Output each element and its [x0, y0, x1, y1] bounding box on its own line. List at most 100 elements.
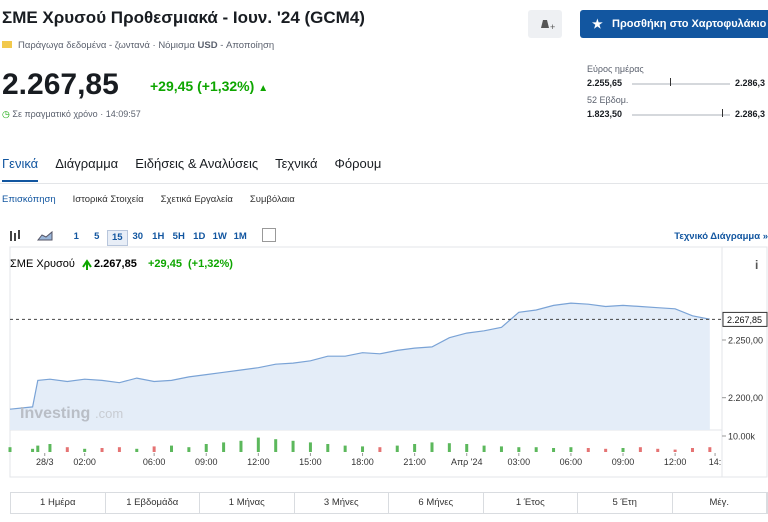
chart-frame	[9, 246, 768, 478]
volume-tick-label: 10.00k	[728, 432, 756, 442]
period-button[interactable]: 1 Μήνας	[200, 493, 295, 513]
currency-label: Νόμισμα	[158, 40, 195, 51]
range-high: 2.286,3	[735, 78, 766, 88]
technical-link[interactable]: Τεχνικό Διάγραμμα »	[674, 231, 768, 242]
interval[interactable]: 30	[132, 231, 144, 242]
period-button[interactable]: 1 Ημέρα	[11, 493, 106, 513]
volume-bar	[170, 445, 174, 452]
x-tick-label: 12:00	[664, 457, 687, 467]
range-bar	[632, 83, 730, 85]
x-tick-label: 03:00	[508, 457, 531, 467]
volume-bar	[499, 446, 503, 452]
volume-bar	[31, 448, 35, 452]
currency: USD	[197, 40, 218, 51]
volume-bar	[708, 447, 712, 452]
chart-change-pct: (+1,32%)	[188, 258, 233, 270]
volume-bar	[447, 443, 451, 452]
time: 14:09:57	[105, 109, 141, 119]
interval[interactable]: 1	[73, 231, 79, 242]
volume-bar	[256, 437, 260, 452]
subtab[interactable]: Επισκόπηση	[2, 194, 56, 205]
range-label: Εύρος ημέρας	[587, 64, 644, 74]
x-tick-label: 09:00	[612, 457, 635, 467]
volume-bar	[65, 447, 69, 452]
add-portfolio-button[interactable]: ★ Προσθήκη στο Χαρτοφυλάκιο	[580, 10, 768, 38]
info-icon[interactable]: i	[755, 258, 758, 272]
interval[interactable]: 1D	[193, 231, 206, 242]
subtab[interactable]: Σχετικά Εργαλεία	[160, 194, 233, 205]
x-tick-label: 06:00	[560, 457, 583, 467]
period-button[interactable]: 1 Έτος	[484, 493, 578, 513]
periods: 1 Ημέρα 1 Εβδομάδα 1 Μήνας 3 Μήνες 6 Μήνες 1 …	[10, 492, 768, 514]
x-tick-label: 06:00	[143, 457, 166, 467]
volume-bar	[83, 448, 87, 452]
x-tick-label: 15:00	[299, 457, 322, 467]
interval[interactable]: 1M	[233, 231, 247, 242]
range-low: 1.823,50	[587, 109, 623, 119]
tab[interactable]: Γενικά	[2, 156, 39, 182]
title: ΣΜΕ Χρυσού Προθεσμιακά - Ιουν. '24 (GCM4…	[2, 8, 365, 27]
range-label: 52 Εβδομ.	[587, 95, 629, 105]
disclaimer[interactable]: Αποποίηση	[226, 40, 275, 51]
range-marker	[722, 109, 723, 117]
chart-icons	[10, 230, 53, 241]
volume-bar	[465, 444, 469, 452]
volume-bar	[604, 448, 608, 452]
period-button[interactable]: 6 Μήνες	[389, 493, 484, 513]
volume-bar	[291, 440, 295, 452]
volume-bar	[274, 439, 278, 452]
subtab[interactable]: Συμβόλαια	[249, 194, 295, 205]
up-arrow: ▲	[258, 83, 269, 94]
change-value: +29,45 (+1,32%)	[150, 78, 255, 94]
button-label: Προσθήκη στο Χαρτοφυλάκιο	[612, 18, 767, 30]
volume-bar	[378, 447, 382, 452]
tab[interactable]: Τεχνικά	[275, 156, 318, 171]
settings-icon[interactable]	[262, 228, 276, 242]
flag-icon	[2, 41, 12, 48]
x-tick-label: 21:00	[403, 457, 426, 467]
chart-type-icons[interactable]	[8, 228, 58, 249]
volume-bar	[152, 446, 156, 452]
volume-bar	[204, 444, 208, 452]
intervals: 1 5 15 30 1H 5H 1D 1W 1M	[66, 230, 251, 246]
interval[interactable]: 15	[107, 230, 128, 246]
period-button[interactable]: 3 Μήνες	[295, 493, 389, 513]
subtitle: Παράγωγα δεδομένα - ζωντανά · Νόμισμα US…	[2, 40, 274, 51]
range-bar	[632, 114, 730, 116]
svg-text:+: +	[550, 22, 555, 32]
price-line	[9, 302, 710, 410]
volume-bar	[621, 448, 625, 452]
interval[interactable]: 5H	[172, 231, 185, 242]
chart-change: +29,45	[148, 258, 182, 270]
interval[interactable]: 1H	[152, 231, 165, 242]
x-tick-label: 12:00	[247, 457, 270, 467]
tab[interactable]: Διάγραμμα	[55, 156, 119, 171]
realtime-label: Σε πραγματικό χρόνο	[12, 109, 98, 119]
volume-bar	[100, 448, 104, 452]
volume-bar	[361, 446, 365, 452]
interval[interactable]: 1W	[212, 231, 227, 242]
period-button[interactable]: Μέγ.	[673, 493, 767, 513]
y-tick-label: 2.200,00	[728, 393, 763, 403]
tabs-rule	[0, 183, 768, 184]
tab[interactable]: Φόρουμ	[334, 156, 382, 171]
period-button[interactable]: 1 Εβδομάδα	[106, 493, 200, 513]
price: 2.267,85	[2, 68, 119, 101]
period-button[interactable]: 5 Έτη	[578, 493, 673, 513]
alert-button[interactable]: +	[528, 10, 562, 38]
interval[interactable]: 5	[94, 231, 100, 242]
volume-bar	[135, 448, 139, 452]
data-type: Παράγωγα δεδομένα - ζωντανά	[18, 40, 150, 51]
subtabs: Επισκόπηση Ιστορικά Στοιχεία Σχετικά Εργαλ…	[2, 194, 295, 205]
tabs: Γενικά Διάγραμμα Ειδήσεις & Αναλύσεις Τεχνι…	[2, 156, 381, 182]
last-price-label: 2.267,85	[727, 315, 762, 325]
x-tick-label: Απρ '24	[451, 457, 483, 467]
volume-bar	[48, 444, 52, 452]
x-tick-label: 09:00	[195, 457, 218, 467]
alert-icon: +	[541, 20, 555, 32]
volume-bar	[552, 448, 556, 452]
tab[interactable]: Ειδήσεις & Αναλύσεις	[135, 156, 259, 171]
subtab[interactable]: Ιστορικά Στοιχεία	[72, 194, 144, 205]
range-marker	[670, 78, 671, 86]
